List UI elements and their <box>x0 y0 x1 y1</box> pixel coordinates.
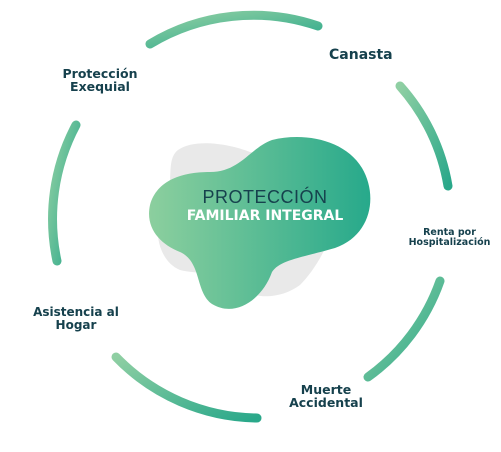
label-renta-line1: Renta por <box>423 227 476 238</box>
label-asistencia-hogar: Asistencia al Hogar <box>26 306 126 331</box>
label-muerte-line2: Accidental <box>289 395 363 411</box>
label-muerte-line1: Muerte <box>300 382 352 397</box>
center-blob-shape <box>149 137 371 309</box>
label-exequial-line2: Exequial <box>70 79 130 95</box>
ring-arc-upper-right <box>395 81 453 191</box>
label-proteccion-exequial: Protección Exequial <box>50 67 150 93</box>
center-title-line1: PROTECCIÓN <box>202 187 328 207</box>
label-canasta-line1: Canasta <box>329 47 393 63</box>
ring-arc-bottom <box>111 352 262 423</box>
ring-arc-lower-right <box>363 276 445 382</box>
label-asistencia-line2: Hogar <box>55 317 97 332</box>
label-exequial-line1: Protección <box>62 66 138 81</box>
ring-arc-top <box>145 10 323 49</box>
label-renta-hospitalizacion: Renta por Hospitalización <box>402 228 497 248</box>
label-muerte-accidental: Muerte Accidental <box>276 383 376 409</box>
label-asistencia-line1: Asistencia al <box>33 305 119 319</box>
label-canasta: Canasta <box>329 48 393 63</box>
label-renta-line2: Hospitalización <box>408 236 491 248</box>
ring-arc-left <box>48 120 81 266</box>
center-title-line2: FAMILIAR INTEGRAL <box>186 208 344 224</box>
